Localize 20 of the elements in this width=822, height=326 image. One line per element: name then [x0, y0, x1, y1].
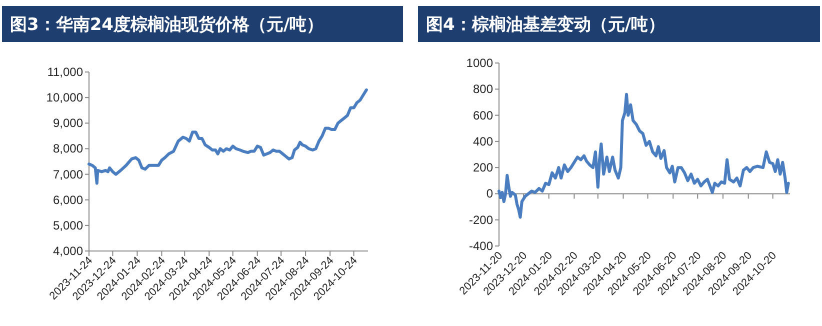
y-tick-label: 7,000: [52, 167, 84, 182]
y-tick-label: 200: [472, 160, 494, 175]
chart-title: 图4：棕榈油基差变动（元/吨）: [426, 15, 666, 35]
y-tick-label: 8,000: [52, 142, 84, 156]
chart-title: 图3：华南24度棕榈油现货价格（元/吨）: [10, 15, 324, 35]
y-tick-label: 4,000: [52, 244, 84, 258]
y-tick-label: 0: [486, 186, 494, 201]
y-tick-label: 600: [472, 108, 494, 122]
line-series: [88, 88, 368, 185]
y-tick-label: 10,000: [46, 90, 84, 105]
y-tick-label: 400: [472, 134, 494, 148]
y-tick-label: 6,000: [52, 192, 84, 207]
y-tick-label: 11,000: [47, 65, 84, 79]
y-tick-label: 800: [472, 82, 494, 96]
y-tick-label: 1000: [466, 56, 494, 70]
line-series: [498, 92, 790, 219]
y-tick-label: 9,000: [52, 116, 84, 130]
y-tick-label: -400: [468, 239, 494, 253]
y-tick-label: -200: [468, 212, 494, 227]
y-tick-label: 5,000: [52, 218, 84, 232]
